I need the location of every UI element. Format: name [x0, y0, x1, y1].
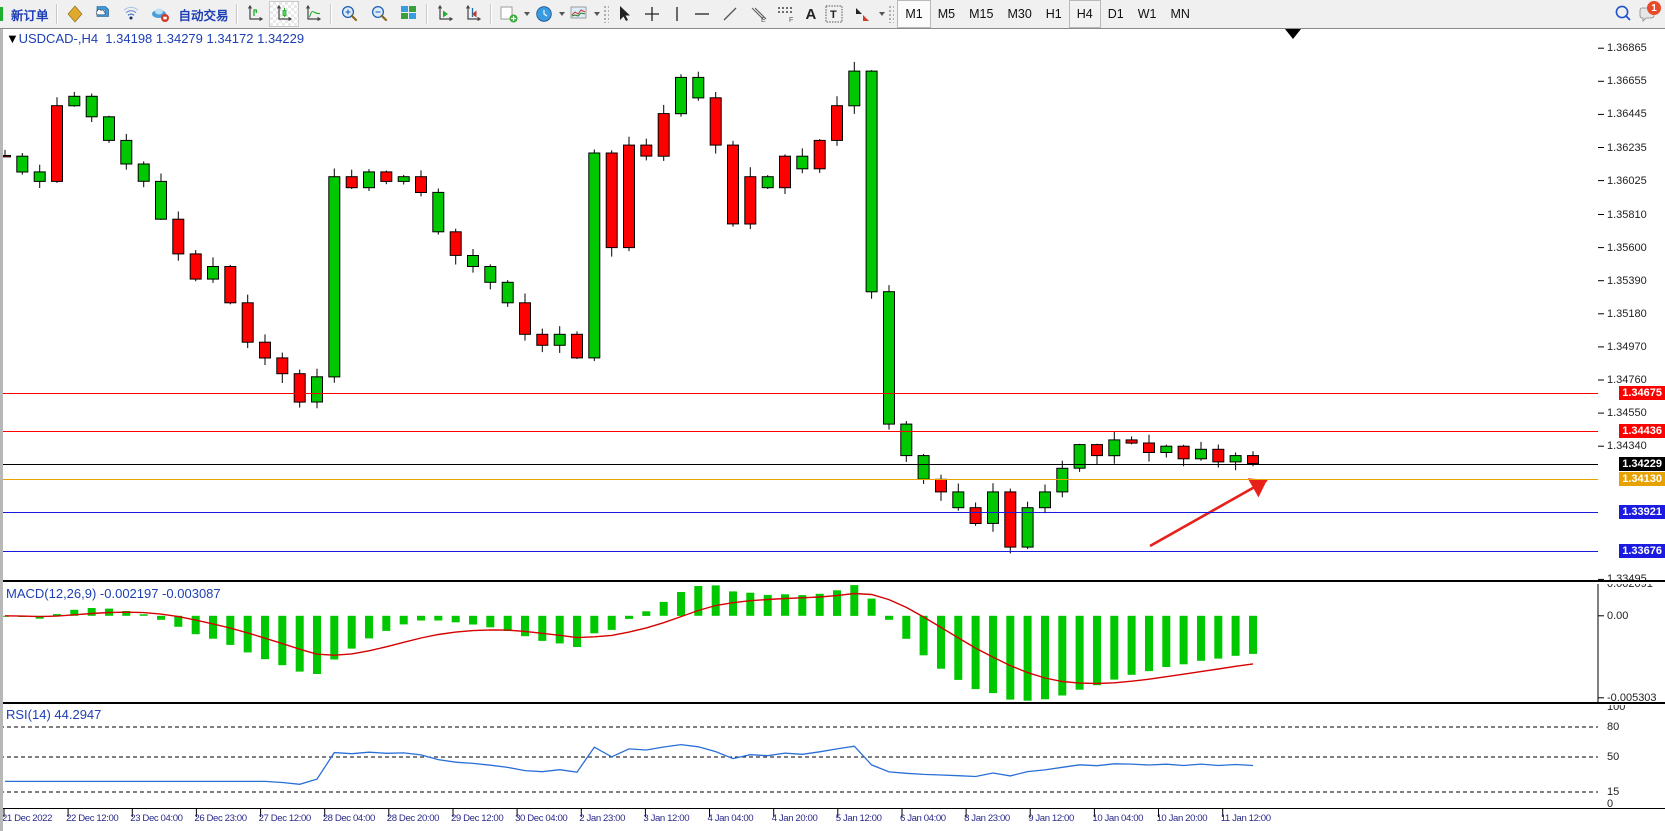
- svg-text:E: E: [761, 17, 766, 24]
- svg-text:T: T: [830, 9, 837, 21]
- svg-text:F: F: [789, 17, 793, 24]
